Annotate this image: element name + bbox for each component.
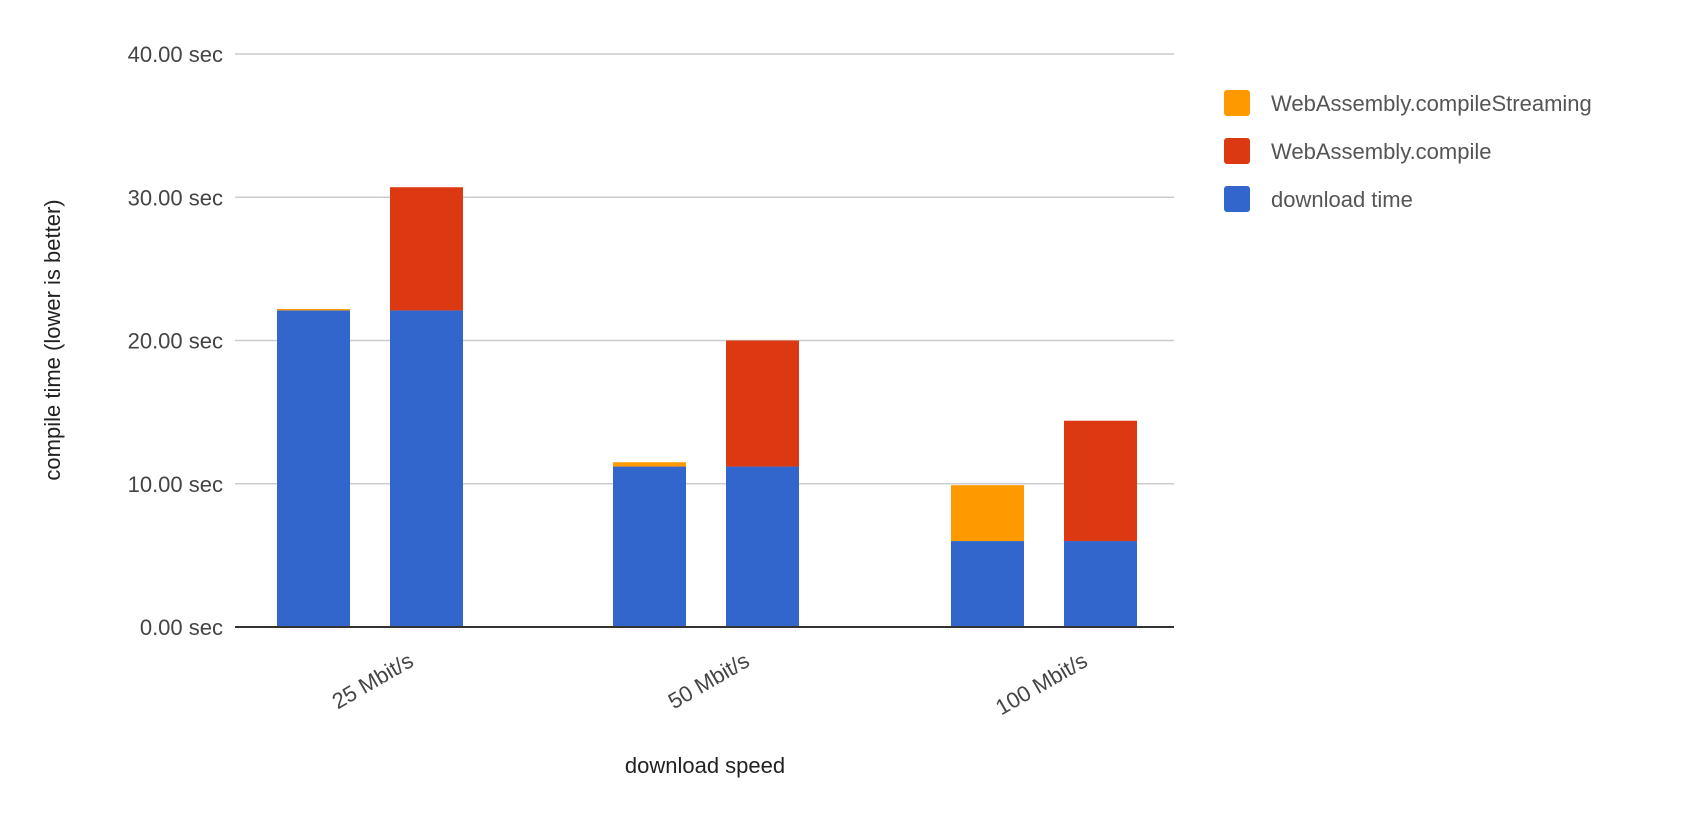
x-tick-label: 50 Mbit/s xyxy=(664,648,754,714)
y-tick-label: 40.00 sec xyxy=(128,42,223,67)
legend-label: WebAssembly.compile xyxy=(1271,139,1491,164)
bar-segment-download-time xyxy=(613,466,686,627)
bar-segment-webassembly-compilestreaming xyxy=(277,308,350,311)
bar-segment-download-time xyxy=(726,466,799,627)
bar-segment-webassembly-compile xyxy=(726,340,799,467)
bar-segment-download-time xyxy=(1064,541,1137,627)
x-tick-label: 100 Mbit/s xyxy=(991,648,1091,720)
bar-segment-download-time xyxy=(277,310,350,627)
bar-segment-webassembly-compile xyxy=(390,187,463,311)
x-tick-label: 25 Mbit/s xyxy=(328,648,418,714)
legend-swatch xyxy=(1224,138,1250,164)
legend-swatch xyxy=(1224,186,1250,212)
y-axis-title: compile time (lower is better) xyxy=(40,199,65,480)
legend-label: WebAssembly.compileStreaming xyxy=(1271,91,1592,116)
y-tick-label: 10.00 sec xyxy=(128,472,223,497)
bar-segment-download-time xyxy=(951,541,1024,627)
bar-segment-webassembly-compile xyxy=(1064,420,1137,542)
y-tick-label: 0.00 sec xyxy=(140,615,223,640)
y-tick-label: 30.00 sec xyxy=(128,185,223,210)
bar-segment-download-time xyxy=(390,310,463,627)
bar-segment-webassembly-compilestreaming xyxy=(613,462,686,467)
bar-segment-webassembly-compilestreaming xyxy=(951,485,1024,542)
legend-swatch xyxy=(1224,90,1250,116)
x-axis-title: download speed xyxy=(625,753,785,778)
legend-label: download time xyxy=(1271,187,1413,212)
y-tick-label: 20.00 sec xyxy=(128,329,223,354)
